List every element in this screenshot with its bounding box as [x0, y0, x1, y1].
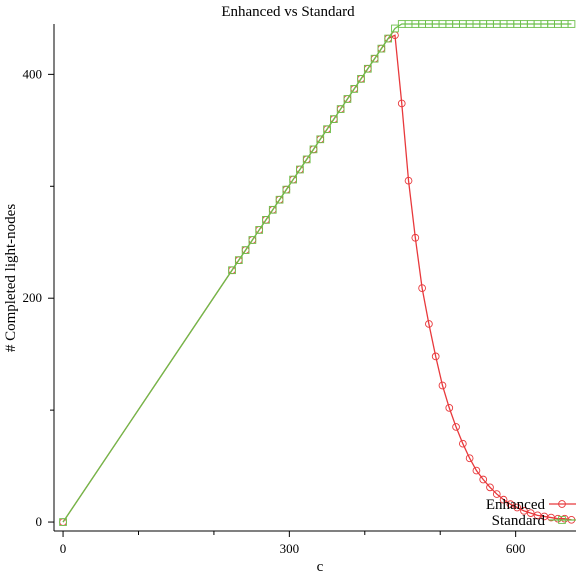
data-point-enhanced	[506, 500, 515, 508]
data-point-standard	[377, 44, 386, 53]
data-point-enhanced	[465, 454, 474, 463]
data-point-standard	[323, 125, 331, 134]
series-enhanced	[59, 31, 576, 526]
legend-label-enhanced: Enhanced	[486, 497, 546, 513]
data-point-standard	[567, 20, 576, 28]
data-point-enhanced	[397, 99, 406, 108]
data-point-enhanced	[404, 176, 413, 185]
data-point-enhanced	[425, 320, 433, 328]
series-standard	[59, 20, 576, 526]
data-point-enhanced	[452, 423, 460, 431]
data-point-standard	[370, 54, 379, 63]
axes: 0 300 600 0 200 400	[23, 66, 526, 556]
data-point-standard	[282, 185, 291, 194]
data-point-standard	[228, 266, 236, 275]
data-point-standard	[289, 175, 297, 184]
data-point-standard	[275, 195, 284, 204]
x-tick-label: 0	[60, 541, 67, 556]
data-point-standard	[384, 34, 393, 43]
data-point-standard	[248, 236, 257, 244]
y-tick-label: 200	[23, 290, 43, 305]
y-axis-label: # Completed light-nodes	[3, 204, 19, 352]
data-point-standard	[309, 145, 318, 154]
data-point-standard	[302, 155, 311, 164]
data-point-standard	[268, 205, 277, 214]
data-point-enhanced	[499, 495, 508, 504]
data-point-enhanced	[472, 466, 481, 475]
data-point-standard	[357, 74, 365, 83]
data-point-standard	[296, 165, 304, 174]
plot-area	[59, 20, 576, 526]
data-point-enhanced	[492, 490, 501, 498]
data-point-enhanced	[479, 475, 488, 484]
legend-marker-enhanced	[558, 500, 566, 508]
legend-label-standard: Standard	[492, 513, 546, 529]
series-line-standard	[62, 23, 572, 523]
data-point-enhanced	[513, 503, 522, 512]
data-point-enhanced	[418, 284, 426, 292]
data-point-enhanced	[411, 233, 420, 242]
data-point-standard	[59, 518, 67, 526]
data-point-enhanced	[445, 404, 454, 412]
x-tick-label: 600	[506, 541, 526, 556]
data-point-standard	[234, 256, 243, 265]
data-point-standard	[363, 64, 372, 73]
data-point-enhanced	[431, 352, 440, 361]
data-point-enhanced	[520, 507, 528, 515]
data-point-standard	[391, 24, 399, 33]
data-point-standard	[241, 246, 250, 254]
data-point-standard	[262, 216, 270, 224]
data-point-enhanced	[486, 483, 494, 492]
data-point-standard	[336, 105, 345, 113]
series-line-enhanced	[62, 34, 572, 523]
data-point-standard	[316, 135, 325, 144]
data-point-standard	[330, 115, 338, 123]
y-tick-label: 400	[23, 66, 43, 81]
y-tick-label: 0	[36, 514, 43, 529]
data-point-enhanced	[458, 439, 467, 448]
data-point-enhanced	[526, 509, 535, 517]
x-axis-label: c	[317, 559, 324, 575]
data-point-standard	[343, 95, 352, 103]
x-tick-label: 300	[280, 541, 300, 556]
data-point-standard	[350, 85, 359, 93]
data-point-standard	[255, 226, 264, 234]
legend-marker-standard	[558, 516, 566, 524]
data-point-enhanced	[438, 381, 447, 390]
chart-title: Enhanced vs Standard	[221, 4, 355, 20]
